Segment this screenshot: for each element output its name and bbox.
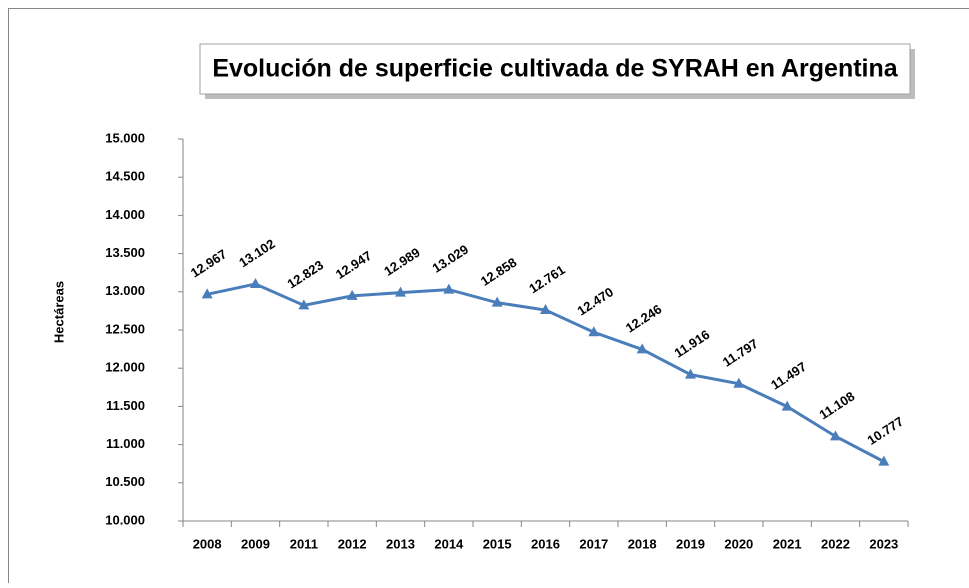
y-tick-label: 12.000 [105,360,145,375]
x-tick-label: 2018 [628,536,657,551]
x-tick-label: 2023 [869,536,898,551]
x-tick-label: 2008 [193,536,222,551]
x-tick-label: 2014 [434,536,464,551]
y-axis-label: Hectáreas [51,281,66,343]
y-tick-label: 10.000 [105,512,145,527]
x-tick-label: 2021 [773,536,802,551]
y-tick-label: 10.500 [105,474,145,489]
x-tick-label: 2009 [241,536,270,551]
y-tick-label: 12.500 [105,321,145,336]
y-tick-label: 14.000 [105,207,145,222]
x-tick-label: 2020 [724,536,753,551]
x-tick-label: 2013 [386,536,415,551]
x-tick-label: 2019 [676,536,705,551]
x-tick-label: 2017 [579,536,608,551]
x-tick-label: 2011 [290,536,318,551]
chart-title: Evolución de superficie cultivada de SYR… [212,55,898,83]
x-tick-label: 2016 [531,536,560,551]
y-tick-label: 11.500 [106,398,145,413]
y-tick-label: 15.000 [105,130,145,145]
y-tick-label: 13.000 [105,283,145,298]
y-tick-label: 14.500 [105,169,145,184]
y-tick-label: 11.000 [106,436,145,451]
y-tick-label: 13.500 [105,245,145,260]
x-tick-label: 2012 [338,536,367,551]
x-tick-label: 2022 [821,536,850,551]
x-tick-label: 2015 [483,536,512,551]
